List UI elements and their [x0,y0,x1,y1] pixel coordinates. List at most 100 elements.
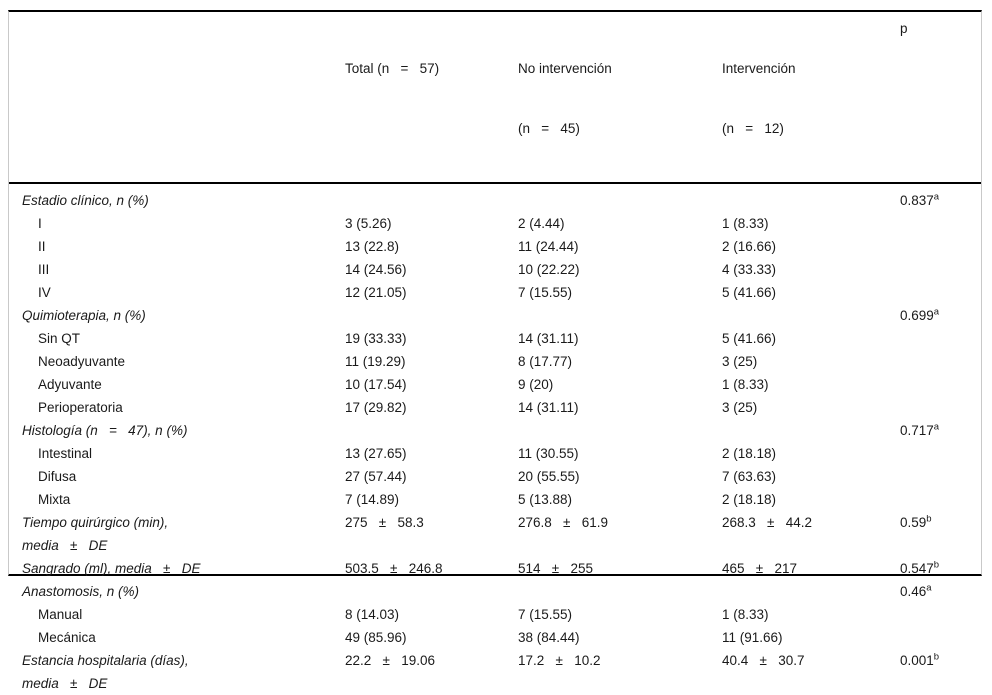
header-no-intervencion-line1: No intervención [518,61,612,76]
table-row: Perioperatoria 17 (29.82) 14 (31.11) 3 (… [9,396,981,419]
cell-no-intervencion [518,304,722,327]
header-total: Total (n = 57) [345,19,518,179]
statistics-table: Total (n = 57) No intervención (n = 45) … [8,10,982,691]
cell-intervencion: 40.4 ± 30.7 [722,653,805,668]
cell-intervencion: 5 (41.66) [722,331,777,346]
cell-total: 12 (21.05) [345,285,407,300]
cell-no-intervencion: 276.8 ± 61.9 [518,515,608,530]
cell-p-value: 0.717a [900,419,981,442]
header-no-intervencion-line2: (n = 45) [518,121,580,136]
cell-p-value: 0.001b [900,649,981,695]
header-intervencion: Intervención (n = 12) [722,19,900,179]
cell-no-intervencion: 38 (84.44) [518,630,580,645]
p-value-superscript: a [933,421,940,433]
p-value-text: 0.717 [900,423,934,438]
cell-variable-label: Adyuvante [38,377,102,392]
cell-total: 11 (19.29) [345,354,406,369]
cell-no-intervencion: 5 (13.88) [518,492,573,507]
cell-p-value [900,212,981,235]
cell-total: 27 (57.44) [345,469,407,484]
cell-total: 7 (14.89) [345,492,400,507]
cell-no-intervencion [518,419,722,442]
cell-no-intervencion: 514 ± 255 [518,561,593,576]
cell-total: 10 (17.54) [345,377,407,392]
cell-variable-label: I [38,216,42,231]
cell-p-value [900,258,981,281]
cell-intervencion: 11 (91.66) [722,630,783,645]
cell-intervencion [722,304,900,327]
cell-p-value [900,465,981,488]
cell-no-intervencion: 14 (31.11) [518,331,579,346]
p-value-text: 0.59 [900,515,927,530]
header-total-line1: Total (n = 57) [345,61,440,76]
cell-variable-label: Intestinal [38,446,93,461]
table-row: Mecánica 49 (85.96) 38 (84.44) 11 (91.66… [9,626,981,649]
cell-intervencion: 4 (33.33) [722,262,777,277]
cell-p-value [900,327,981,350]
p-value-text: 0.837 [900,193,934,208]
table-row: Manual 8 (14.03) 7 (15.55) 1 (8.33) [9,603,981,626]
table-row: III 14 (24.56) 10 (22.22) 4 (33.33) [9,258,981,281]
table-row: Quimioterapia, n (%) 0.699a [9,304,981,327]
header-stub [9,19,345,179]
table-row: Sangrado (ml), media ± DE 503.5 ± 246.8 … [9,557,981,580]
cell-no-intervencion: 2 (4.44) [518,216,565,231]
cell-variable-label: Anastomosis, n (%) [22,584,140,599]
p-value-superscript: a [926,582,932,594]
cell-p-value: 0.699a [900,304,981,327]
cell-p-value [900,442,981,465]
p-value-text: 0.547 [900,561,934,576]
cell-variable-label: Perioperatoria [38,400,123,415]
cell-no-intervencion [518,580,722,603]
cell-variable-label: Quimioterapia, n (%) [22,308,146,323]
cell-variable-label: III [38,262,50,277]
cell-intervencion: 465 ± 217 [722,561,797,576]
cell-total: 22.2 ± 19.06 [345,653,435,668]
cell-intervencion [722,189,900,212]
cell-variable-label: Tiempo quirúrgico (min), media ± DE [22,515,169,553]
cell-intervencion: 2 (18.18) [722,446,777,461]
cell-intervencion: 7 (63.63) [722,469,777,484]
p-value-text: 0.46 [900,584,927,599]
cell-intervencion: 3 (25) [722,354,758,369]
table-row: II 13 (22.8) 11 (24.44) 2 (16.66) [9,235,981,258]
cell-variable-label: Difusa [38,469,77,484]
cell-p-value: 0.837a [900,189,981,212]
cell-no-intervencion: 8 (17.77) [518,354,573,369]
cell-total: 17 (29.82) [345,400,407,415]
cell-no-intervencion: 9 (20) [518,377,554,392]
cell-total: 14 (24.56) [345,262,407,277]
cell-variable-label: Manual [38,607,83,622]
header-intervencion-line2: (n = 12) [722,121,784,136]
cell-variable-label: Estadio clínico, n (%) [22,193,149,208]
p-value-text: 0.699 [900,308,934,323]
cell-p-value: 0.59b [900,511,981,557]
cell-no-intervencion: 10 (22.22) [518,262,580,277]
cell-variable-label: Mecánica [38,630,96,645]
cell-p-value [900,488,981,511]
cell-total: 49 (85.96) [345,630,407,645]
table-row: Estadio clínico, n (%) 0.837a [9,189,981,212]
table-row: I 3 (5.26) 2 (4.44) 1 (8.33) [9,212,981,235]
cell-no-intervencion: 11 (24.44) [518,239,579,254]
cell-intervencion [722,580,900,603]
p-value-superscript: a [933,306,940,318]
cell-no-intervencion: 20 (55.55) [518,469,580,484]
header-no-intervencion: No intervención (n = 45) [518,19,722,179]
cell-variable-label: Sangrado (ml), media ± DE [22,561,201,576]
cell-intervencion: 5 (41.66) [722,285,777,300]
cell-intervencion [722,419,900,442]
cell-p-value [900,603,981,626]
table-row: Difusa 27 (57.44) 20 (55.55) 7 (63.63) [9,465,981,488]
cell-p-value: 0.46a [900,580,981,603]
p-value-superscript: a [933,191,940,203]
table-body: Estadio clínico, n (%) 0.837a I 3 (5.26)… [9,184,981,695]
table-row: Adyuvante 10 (17.54) 9 (20) 1 (8.33) [9,373,981,396]
cell-total [345,304,518,327]
table-row: Anastomosis, n (%) 0.46a [9,580,981,603]
table-header-row: Total (n = 57) No intervención (n = 45) … [9,12,981,184]
cell-p-value [900,373,981,396]
cell-no-intervencion: 7 (15.55) [518,285,573,300]
cell-intervencion: 2 (16.66) [722,239,777,254]
cell-p-value [900,396,981,419]
